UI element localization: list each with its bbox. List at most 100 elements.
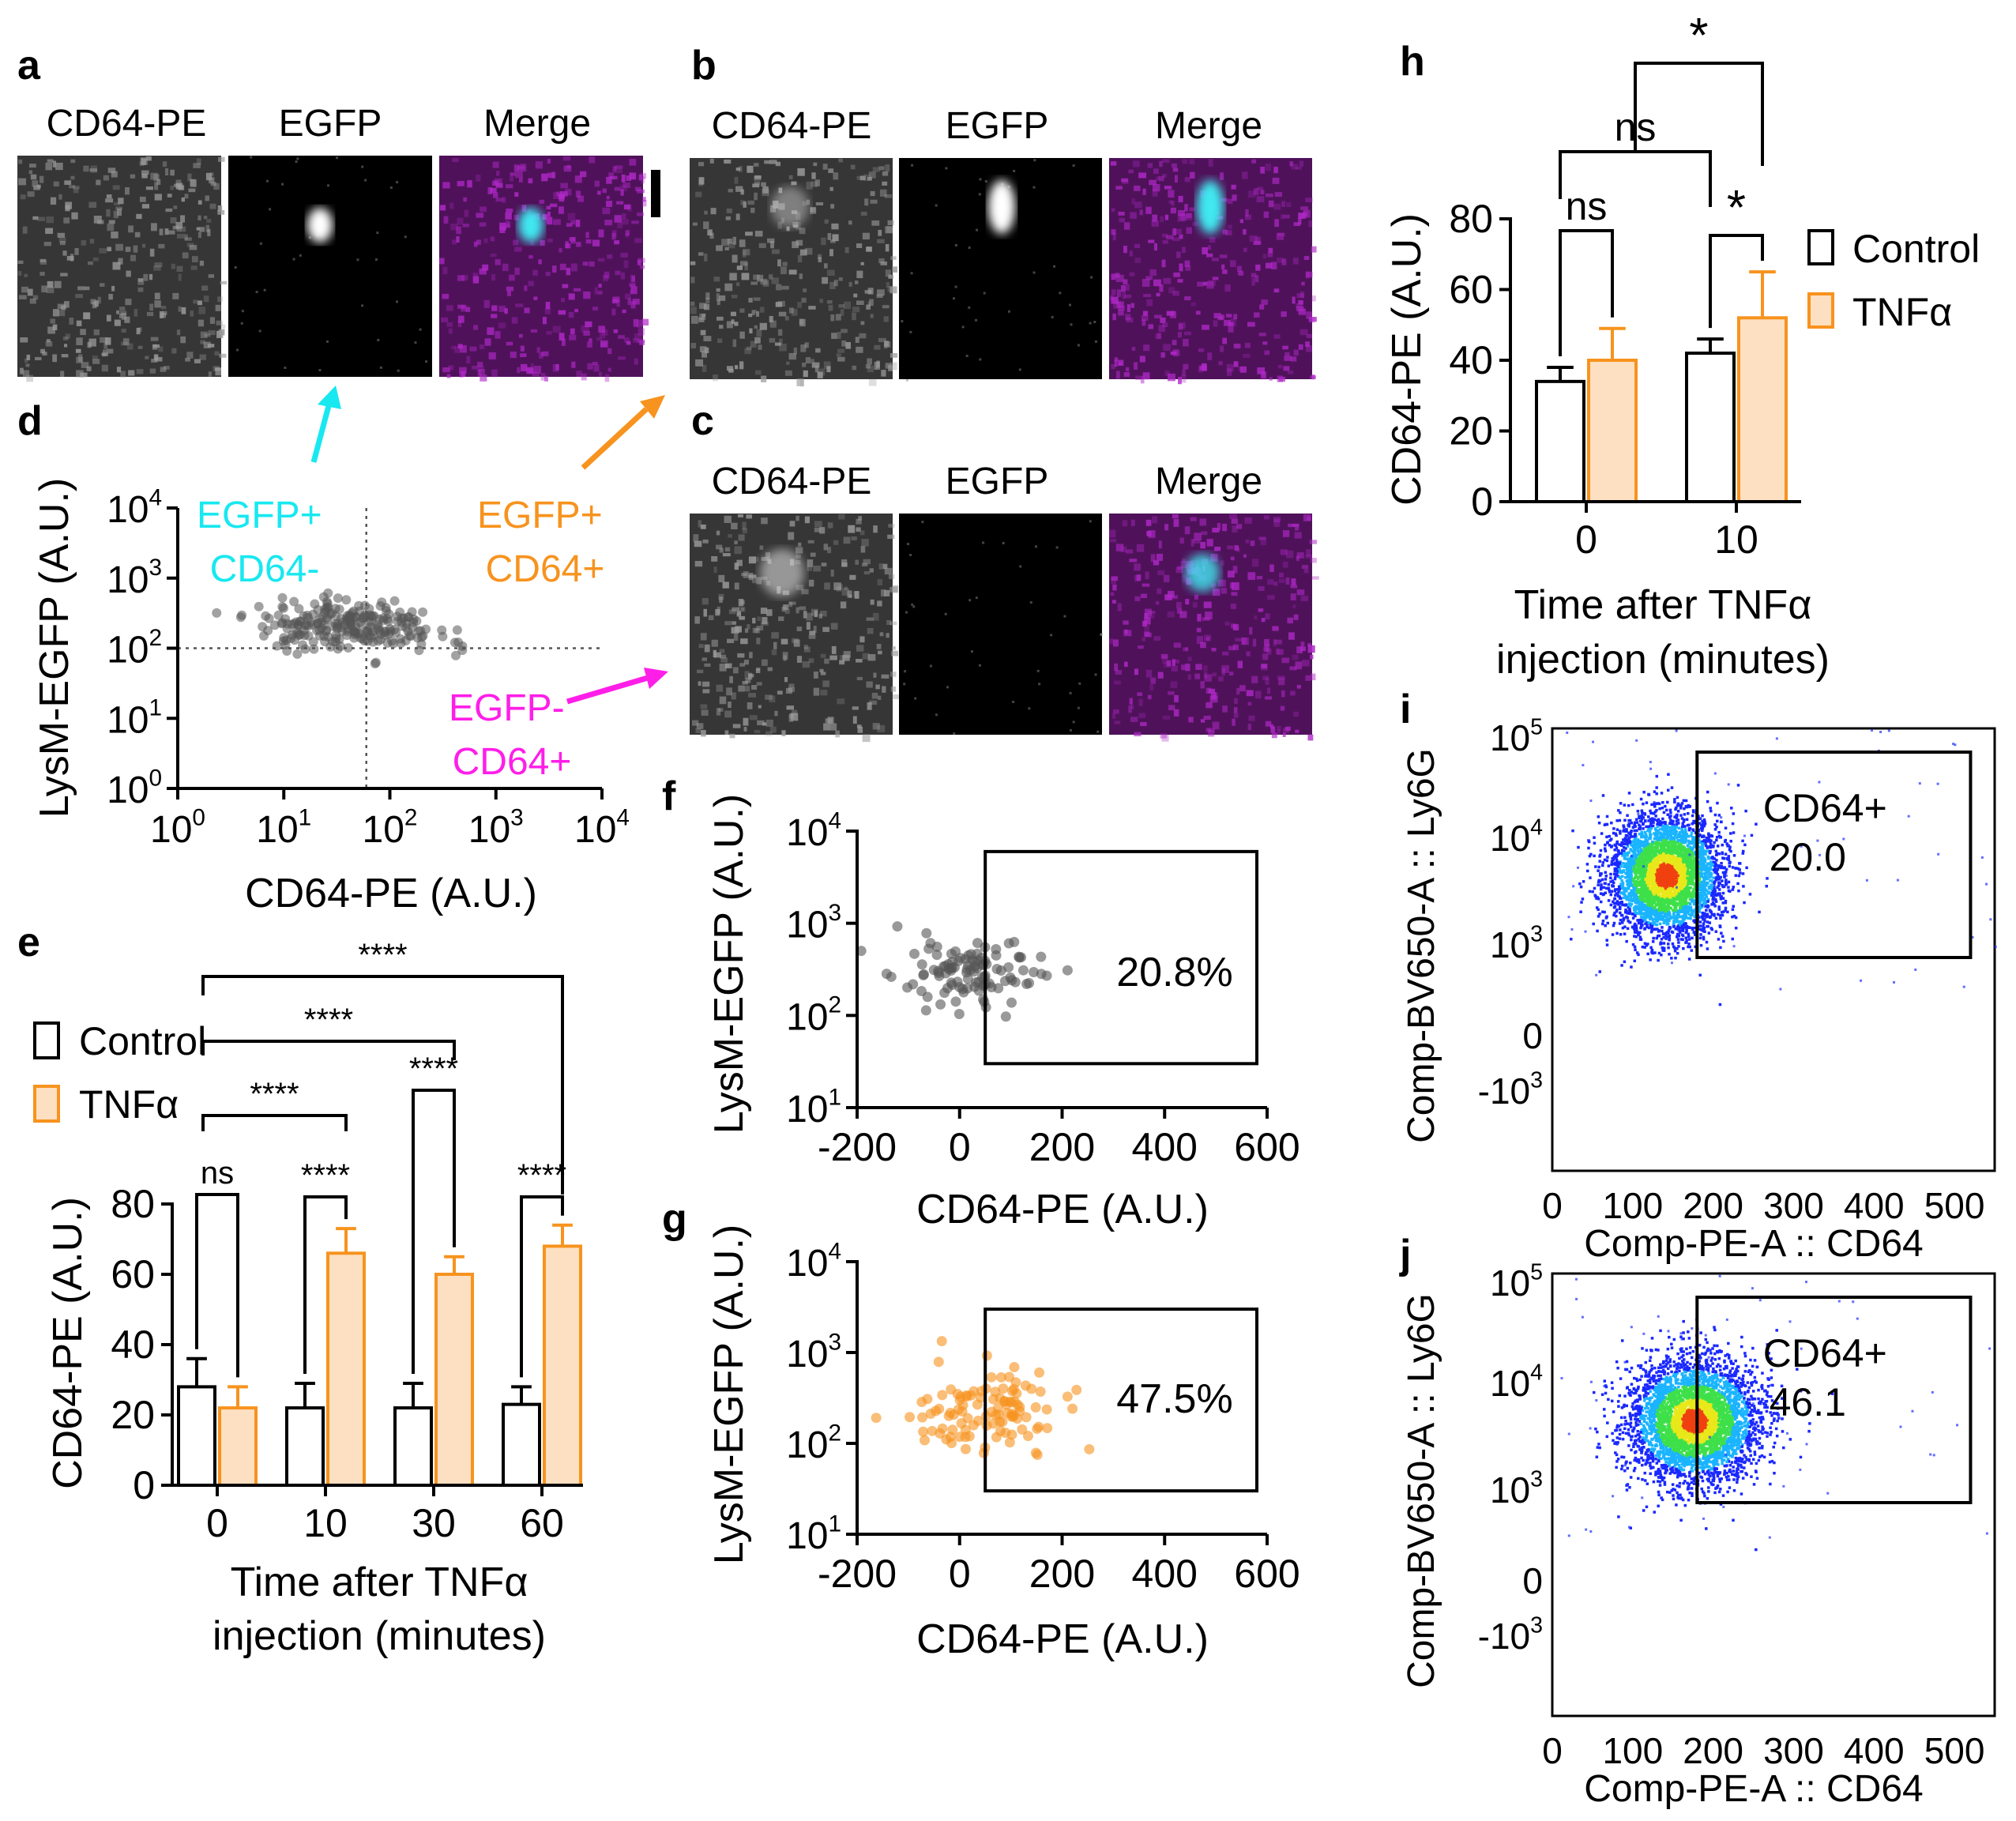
noise-speck <box>1222 229 1228 235</box>
cell-signal <box>1185 554 1220 592</box>
scatter-point <box>378 613 389 623</box>
noise-speck <box>842 655 850 661</box>
noise-speck <box>859 636 865 643</box>
noise-speck <box>718 708 724 712</box>
noise-speck <box>969 599 972 602</box>
noise-speck <box>589 156 596 164</box>
scatter-point <box>450 650 461 660</box>
noise-speck <box>1194 532 1202 540</box>
noise-speck <box>1305 675 1311 681</box>
noise-speck <box>1206 253 1213 258</box>
significance-label: ns <box>1566 184 1608 228</box>
scatter-point <box>1062 965 1073 976</box>
noise-speck <box>728 609 736 615</box>
noise-speck <box>1090 276 1093 279</box>
noise-speck <box>151 359 158 363</box>
noise-speck <box>1284 356 1292 361</box>
noise-speck <box>752 627 759 634</box>
noise-speck <box>954 285 957 288</box>
noise-speck <box>1126 284 1130 291</box>
noise-speck <box>583 291 591 299</box>
scatter-point <box>969 1386 980 1397</box>
density-dot <box>1721 843 1725 847</box>
noise-speck <box>634 358 638 365</box>
noise-speck <box>870 199 878 204</box>
noise-speck <box>1224 284 1231 292</box>
noise-speck <box>769 337 776 343</box>
scatter-point <box>359 611 370 621</box>
noise-speck <box>771 632 779 639</box>
noise-speck <box>613 329 619 333</box>
noise-speck <box>867 702 872 710</box>
noise-speck <box>1264 638 1269 646</box>
noise-speck <box>823 361 831 370</box>
noise-speck <box>1293 614 1299 620</box>
noise-speck <box>24 273 28 277</box>
noise-speck <box>164 168 169 176</box>
noise-speck <box>817 371 823 378</box>
noise-speck <box>801 362 807 367</box>
noise-speck <box>606 176 612 184</box>
bar-control <box>502 1402 541 1488</box>
density-dot <box>1687 935 1691 939</box>
noise-speck <box>806 181 813 190</box>
noise-speck <box>1134 732 1142 737</box>
noise-speck <box>210 182 216 186</box>
noise-speck <box>112 185 120 190</box>
noise-speck <box>80 329 86 336</box>
noise-speck <box>1115 544 1124 551</box>
noise-speck <box>593 364 600 372</box>
noise-speck <box>862 562 868 567</box>
noise-speck <box>163 366 170 370</box>
noise-speck <box>71 212 78 220</box>
noise-speck <box>136 327 141 335</box>
density-dot <box>1618 818 1622 822</box>
scatter-point <box>950 996 961 1007</box>
density-dot <box>1679 938 1683 941</box>
noise-speck <box>29 298 36 304</box>
noise-speck <box>753 297 761 301</box>
density-dot <box>1615 840 1619 844</box>
noise-speck <box>552 265 557 273</box>
scatter-point <box>922 1394 933 1405</box>
noise-speck <box>1142 620 1147 627</box>
significance-label: ns <box>201 1156 234 1191</box>
noise-speck <box>149 273 153 280</box>
noise-speck <box>461 275 468 281</box>
legend-label-control: Control <box>79 1019 206 1063</box>
noise-speck <box>185 357 190 362</box>
density-dot <box>1585 869 1589 873</box>
noise-speck <box>42 352 47 356</box>
noise-speck <box>1282 345 1288 350</box>
noise-speck <box>1286 202 1292 208</box>
noise-speck <box>703 608 707 617</box>
noise-speck <box>92 301 97 309</box>
noise-speck <box>575 219 581 228</box>
noise-speck <box>125 246 131 252</box>
noise-speck <box>819 668 824 673</box>
density-dot <box>1606 841 1609 844</box>
density-dot <box>1684 799 1688 803</box>
noise-speck <box>767 238 775 243</box>
noise-speck <box>461 305 467 312</box>
y-tick-label: 20 <box>1449 409 1493 453</box>
noise-speck <box>754 628 761 634</box>
noise-speck <box>978 193 981 196</box>
noise-speck <box>100 337 107 343</box>
noise-speck <box>559 263 566 270</box>
noise-speck <box>799 273 803 280</box>
noise-speck <box>1131 198 1135 205</box>
noise-speck <box>209 177 215 184</box>
noise-speck <box>711 555 718 562</box>
noise-speck <box>1150 677 1157 684</box>
noise-speck <box>717 316 724 321</box>
noise-speck <box>562 284 569 288</box>
noise-speck <box>1200 541 1205 549</box>
noise-speck <box>867 653 876 661</box>
noise-speck <box>627 298 631 306</box>
noise-speck <box>1018 368 1021 371</box>
noise-speck <box>1233 361 1239 367</box>
noise-speck <box>178 306 182 312</box>
panel-letter-g: g <box>662 1196 687 1242</box>
